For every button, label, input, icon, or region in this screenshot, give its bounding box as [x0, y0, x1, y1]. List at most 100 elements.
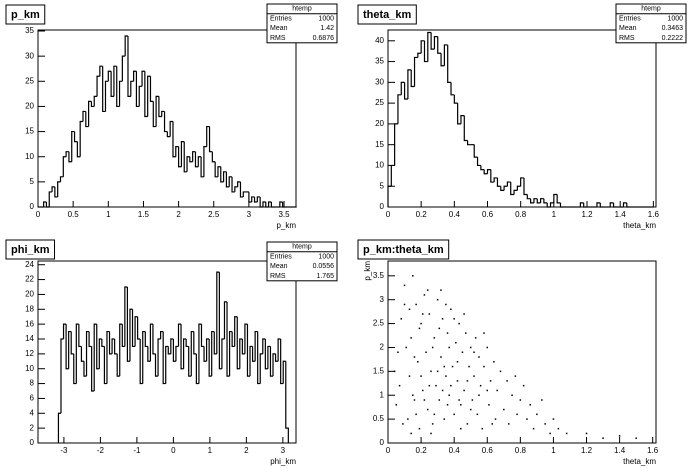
stats-value: 1000 [318, 15, 334, 22]
scatter-point [483, 332, 485, 334]
histogram-bin [265, 201, 269, 208]
y-tick-label: 15 [25, 127, 34, 136]
histogram-bin [48, 191, 53, 207]
y-tick-label: 12 [25, 349, 34, 358]
scatter-point [423, 399, 426, 401]
stats-value: 0.6876 [313, 35, 335, 42]
scatter-point [453, 413, 455, 416]
histogram-bin [54, 186, 58, 198]
histogram-bin [246, 324, 251, 377]
histogram-bin [154, 353, 159, 377]
scatter-point [496, 389, 498, 392]
scatter-point [393, 370, 396, 373]
scatter-point [426, 289, 429, 291]
histogram-bin [453, 94, 458, 104]
histogram-bin [262, 201, 266, 207]
histogram-bin [172, 121, 176, 158]
scatter-point [435, 384, 437, 387]
scatter-point [438, 399, 441, 401]
scatter-point [421, 389, 424, 392]
x-tick-label: 0.6 [482, 446, 494, 455]
histogram-bin [467, 140, 471, 146]
histogram-bin [213, 331, 217, 355]
histogram-bin [189, 156, 193, 163]
pad-title: theta_km [363, 9, 412, 21]
x-tick-label: 0.2 [416, 210, 428, 219]
histogram-bin [457, 103, 461, 125]
histogram-bin [121, 324, 125, 348]
histogram-bin [75, 323, 79, 384]
scatter-point [417, 361, 419, 363]
histogram-bin [483, 169, 488, 175]
histogram-bin [390, 164, 395, 187]
histogram-bin [236, 316, 240, 370]
scatter-point [420, 375, 422, 377]
scatter-point [443, 365, 445, 368]
histogram-bin [113, 65, 117, 97]
y-tick-label: 22 [25, 275, 34, 284]
histogram-bin [118, 80, 123, 107]
histogram-bin [264, 339, 268, 370]
histogram-bin [162, 331, 166, 385]
stats-label: Entries [619, 15, 641, 22]
histogram-bin [253, 196, 258, 203]
histogram-bin [234, 316, 238, 347]
histogram-bin [186, 156, 190, 172]
scatter-point [402, 423, 404, 425]
scatter-point [448, 394, 450, 396]
y-tick-label: 20 [375, 119, 384, 128]
histogram-bin [163, 111, 168, 133]
histogram-bin [612, 202, 617, 208]
scatter-point [456, 380, 459, 382]
histogram-bin [237, 181, 241, 187]
histogram-bin [99, 65, 103, 77]
y-tick-label: 20 [25, 290, 34, 299]
histogram-bin [157, 338, 161, 377]
histogram-bin [147, 75, 151, 117]
histogram-bin [221, 338, 225, 369]
histogram-bin [137, 316, 141, 340]
scatter-point [469, 408, 472, 411]
y-tick-label: 30 [375, 77, 384, 86]
scatter-point [618, 435, 621, 437]
scatter-point [466, 380, 469, 382]
scatter-point [397, 351, 399, 353]
scatter-point [421, 313, 424, 315]
histogram-bin [172, 339, 176, 362]
scatter-point [460, 404, 462, 406]
histogram-bin [423, 40, 428, 63]
scatter-point [455, 341, 457, 344]
scatter-point [451, 365, 454, 368]
y-tick-label: 16 [25, 319, 34, 328]
histogram-bin [226, 301, 230, 377]
histogram-bin [167, 346, 171, 355]
histogram-bin [96, 324, 100, 370]
stats-value: 1.42 [320, 25, 334, 32]
x-tick-label: -1 [133, 446, 141, 455]
histogram-bin [208, 126, 213, 153]
histogram-bin [277, 338, 281, 362]
scatter-point [431, 423, 434, 425]
histogram-bin [285, 361, 289, 443]
title-box [5, 4, 46, 25]
stats-box [266, 3, 338, 44]
scatter-point [549, 432, 551, 435]
histogram-bin [142, 330, 146, 384]
histogram-bin [216, 271, 220, 354]
scatter-point [423, 294, 426, 296]
scatter-point [436, 298, 439, 301]
histogram-bin [103, 346, 107, 385]
scatter-point [463, 313, 465, 315]
histogram-bin [222, 171, 227, 182]
histogram-bin [198, 323, 202, 384]
histogram-bin [60, 338, 64, 414]
histogram-bin [274, 353, 279, 362]
histogram-bin [126, 287, 130, 362]
y-tick-label: 3 [380, 295, 385, 304]
scatter-point [471, 399, 474, 401]
scatter-point [536, 413, 538, 416]
histogram-bin [108, 331, 113, 355]
scatter-point [446, 404, 449, 406]
scatter-point [526, 418, 528, 420]
pad-title: phi_km [11, 244, 50, 256]
